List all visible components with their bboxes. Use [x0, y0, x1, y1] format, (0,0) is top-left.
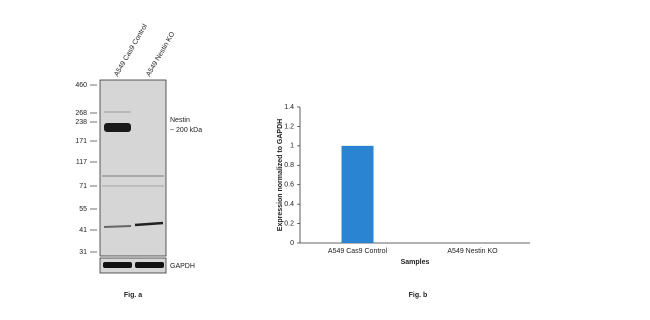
marker-ladder: 460 268 238 171 117 71 55 41 31: [75, 82, 97, 256]
blot-band: [103, 225, 132, 228]
y-tick-label: 0.8: [284, 162, 294, 169]
y-tick-label: 1.4: [284, 104, 294, 111]
blot-band: [103, 262, 132, 268]
x-tick-label: A549 Cas9 Control: [328, 248, 388, 255]
target-label: Nestin: [170, 117, 190, 124]
bar: [341, 145, 374, 243]
blot-membrane: [99, 79, 167, 257]
y-tick-label: 0: [290, 240, 294, 247]
x-tick-label: A549 Nestin KO: [447, 248, 498, 255]
marker-label: 41: [79, 227, 87, 234]
caption: Fig. a: [124, 292, 142, 299]
target-size: ~ 200 kDa: [170, 127, 202, 134]
lane-label: A549 Cas9 Control: [113, 23, 149, 78]
y-tick-label: 0.2: [284, 220, 294, 227]
loading-control-strip: [99, 257, 167, 274]
blot-band: [134, 221, 164, 227]
marker-label: 238: [75, 119, 87, 126]
y-axis-label: Expression normalized to GAPDH: [277, 119, 284, 231]
y-tick-label: 1: [290, 143, 294, 150]
marker-label: 55: [79, 206, 87, 213]
loading-control-label: GAPDH: [170, 263, 195, 270]
y-tick-label: 0.4: [284, 201, 294, 208]
y-tick-label: 0.6: [284, 182, 294, 189]
y-tick-label: 1.2: [284, 123, 294, 130]
lane-label: A549 Nestin KO: [145, 30, 176, 77]
marker-label: 268: [75, 110, 87, 117]
caption: Fig. b: [409, 292, 428, 299]
marker-label: 171: [75, 138, 87, 145]
x-axis-label: Samples: [401, 259, 430, 266]
blot-band: [135, 262, 164, 268]
blot-band: [104, 123, 131, 132]
marker-label: 460: [75, 82, 87, 89]
marker-label: 31: [79, 249, 87, 256]
marker-label: 71: [79, 183, 87, 190]
marker-label: 117: [76, 159, 87, 166]
